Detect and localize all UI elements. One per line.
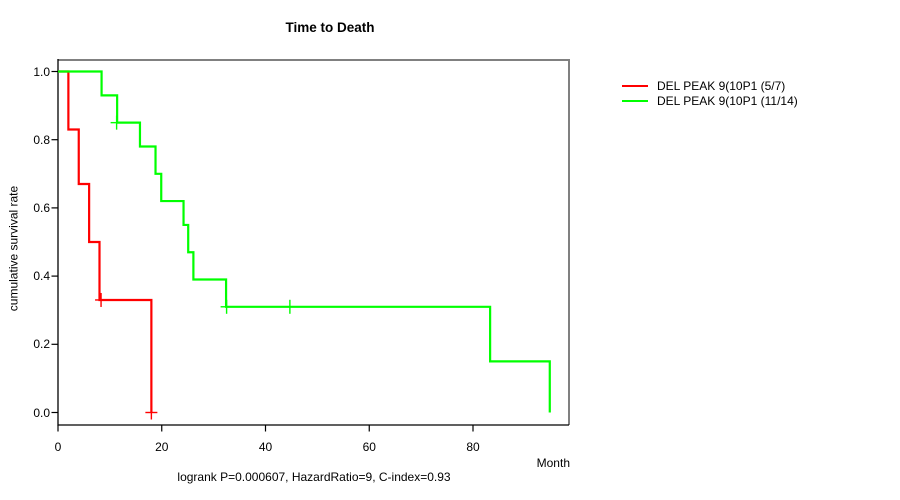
y-tick-label: 0.0 <box>33 405 50 420</box>
legend: DEL PEAK 9(10P1 (5/7) DEL PEAK 9(10P1 (1… <box>622 78 798 108</box>
y-tick-label: 0.4 <box>33 269 50 284</box>
survival-curve-green <box>58 70 551 413</box>
legend-label: DEL PEAK 9(10P1 (5/7) <box>657 78 786 93</box>
x-tick-label: 60 <box>362 440 376 454</box>
x-tick-label: 80 <box>466 440 480 454</box>
plot-box-left-bottom <box>57 59 569 426</box>
chart-title: Time to Death <box>285 20 375 35</box>
y-axis-label: cumulative survival rate <box>6 185 21 312</box>
plot-box-top-right <box>58 59 570 425</box>
y-tick-label: 1.0 <box>33 64 50 79</box>
legend-line-green <box>622 99 648 102</box>
legend-item-green-group: DEL PEAK 9(10P1 (11/14) <box>622 93 798 108</box>
x-tick-label: 20 <box>155 440 169 454</box>
x-tick-label: 0 <box>54 440 62 454</box>
y-tick-label: 0.6 <box>33 200 50 215</box>
survival-curve-red <box>58 70 153 413</box>
legend-label: DEL PEAK 9(10P1 (11/14) <box>657 93 798 108</box>
legend-item-red-group: DEL PEAK 9(10P1 (5/7) <box>622 78 798 93</box>
x-axis-label: Month <box>536 456 570 470</box>
stats-annotation: logrank P=0.000607, HazardRatio=9, C-ind… <box>177 470 451 484</box>
x-tick-label: 40 <box>258 440 273 454</box>
y-tick-label: 0.8 <box>33 132 50 147</box>
legend-line-red <box>622 84 648 87</box>
y-tick-label: 0.2 <box>33 337 50 352</box>
